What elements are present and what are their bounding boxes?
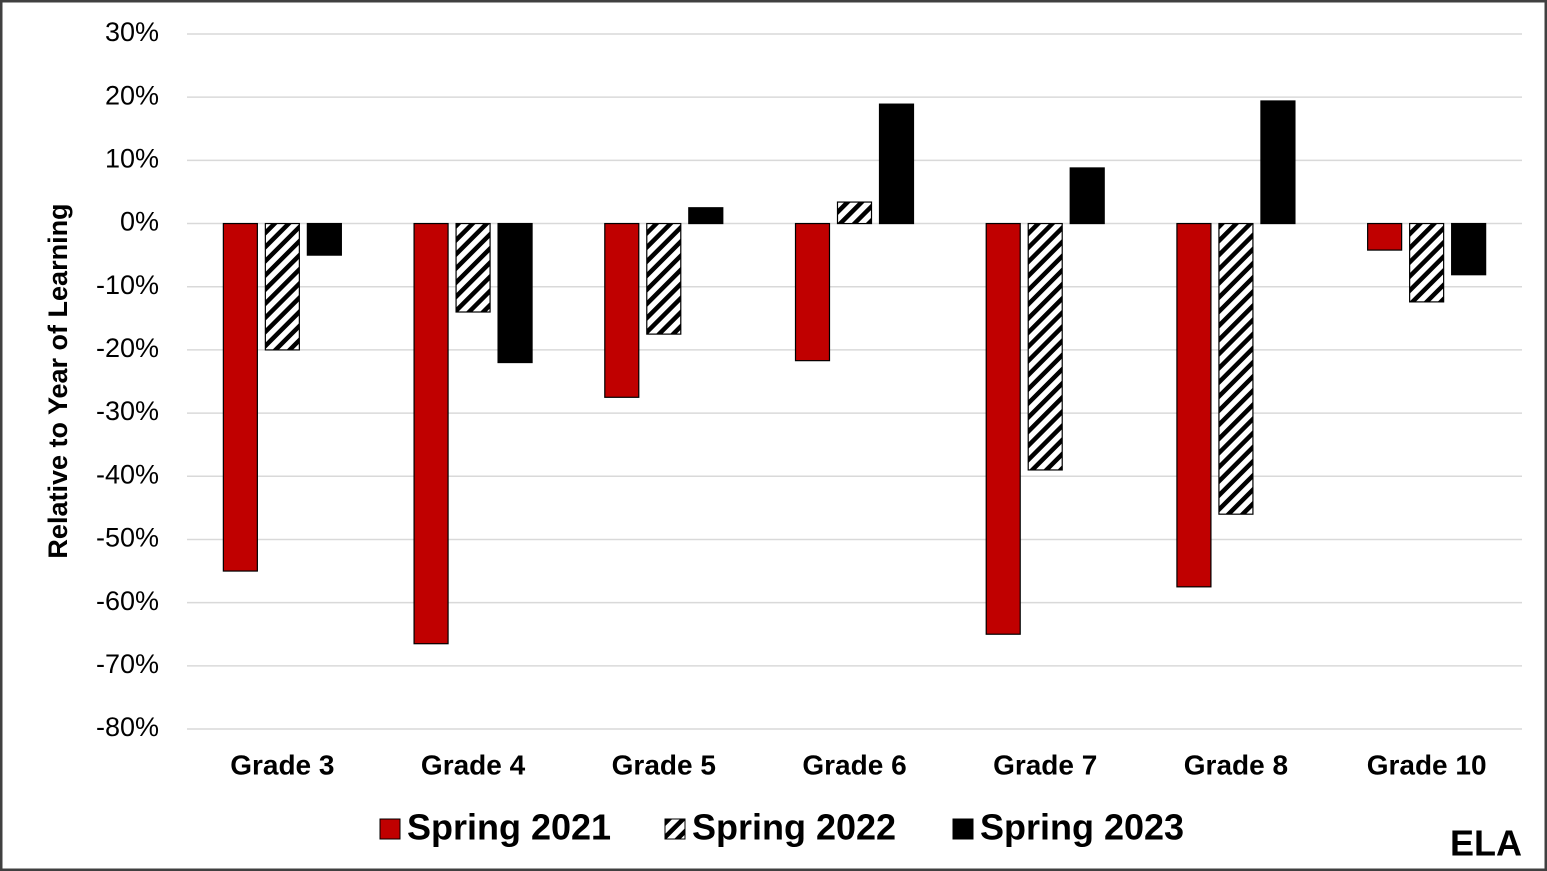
- y-tick-label: 20%: [105, 80, 159, 110]
- bar: [1027, 222, 1063, 471]
- y-tick-label: 10%: [105, 143, 159, 173]
- y-tick-label: -60%: [96, 586, 159, 616]
- bar: [264, 222, 300, 351]
- bar: [455, 222, 491, 313]
- bar: [985, 222, 1021, 635]
- annotation: ELA: [1450, 823, 1522, 864]
- bar: [1176, 222, 1212, 588]
- bar: [1069, 167, 1105, 225]
- x-tick-label: Grade 4: [421, 749, 526, 780]
- bar: [497, 222, 533, 364]
- x-tick-label: Grade 7: [993, 749, 1097, 780]
- bar: [222, 222, 258, 572]
- y-tick-label: -30%: [96, 396, 159, 426]
- bar: [878, 103, 915, 225]
- legend-swatch: [664, 818, 686, 840]
- bar: [836, 201, 873, 225]
- x-tick-label: Grade 10: [1367, 749, 1487, 780]
- y-tick-label: 0%: [120, 207, 159, 237]
- bar: [1367, 222, 1403, 251]
- x-tick-label: Grade 3: [230, 749, 334, 780]
- bar: [1218, 222, 1254, 515]
- y-tick-label: -10%: [96, 270, 159, 300]
- x-tick-label: Grade 6: [802, 749, 906, 780]
- x-tick-label: Grade 5: [612, 749, 716, 780]
- bar: [604, 222, 640, 398]
- bar: [413, 222, 449, 645]
- bar: [688, 207, 724, 225]
- y-tick-label: 30%: [105, 17, 159, 47]
- y-tick-label: -50%: [96, 523, 159, 553]
- legend-label: Spring 2021: [407, 807, 611, 848]
- y-tick-label: -40%: [96, 459, 159, 489]
- bar: [1260, 100, 1296, 225]
- bar: [794, 222, 831, 362]
- bar: [1451, 222, 1487, 276]
- legend-label: Spring 2022: [692, 807, 896, 848]
- legend-label: Spring 2023: [980, 807, 1184, 848]
- y-axis-title: Relative to Year of Learning: [43, 203, 73, 558]
- y-tick-label: -20%: [96, 333, 159, 363]
- x-tick-label: Grade 8: [1184, 749, 1288, 780]
- bar: [306, 222, 342, 256]
- legend-swatch: [952, 818, 974, 840]
- legend-swatch: [379, 818, 401, 840]
- y-tick-label: -80%: [96, 712, 159, 742]
- bar: [1409, 222, 1445, 303]
- bar: [646, 222, 682, 335]
- y-tick-label: -70%: [96, 649, 159, 679]
